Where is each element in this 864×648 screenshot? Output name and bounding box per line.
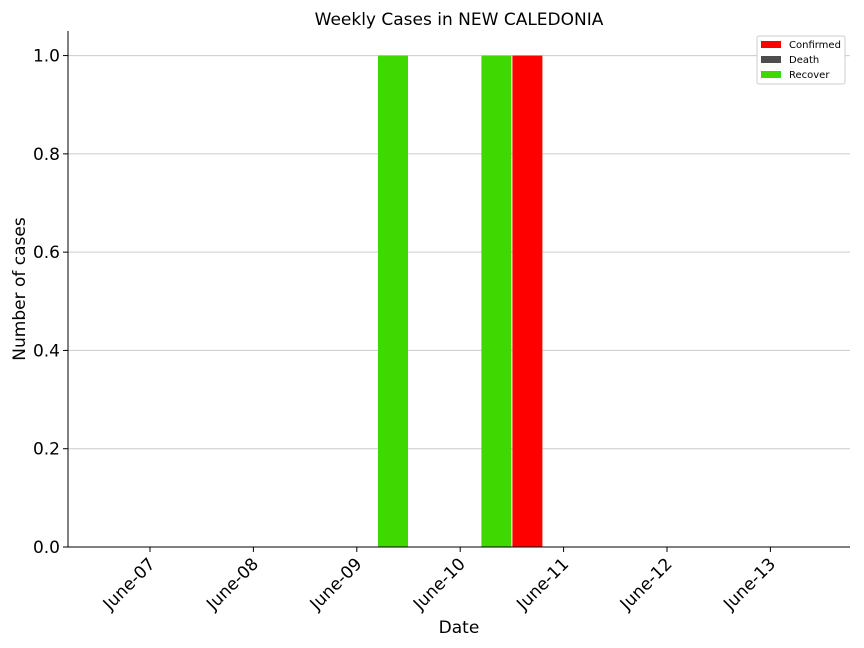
x-tick-label: June-07 <box>99 554 160 615</box>
x-tick-label: June-09 <box>306 554 367 615</box>
y-tick-label: 1.0 <box>33 47 60 67</box>
y-tick-label: 0.4 <box>33 341 60 361</box>
grid <box>68 55 850 450</box>
x-tick-label: June-08 <box>202 554 263 615</box>
x-tick-label: June-10 <box>409 554 470 615</box>
y-axis-label: Number of cases <box>10 217 30 361</box>
y-tick-label: 0.8 <box>33 145 60 165</box>
x-tick-label: June-12 <box>616 554 677 615</box>
legend-label-confirmed: Confirmed <box>789 40 841 51</box>
y-tick-label: 0.2 <box>33 440 60 460</box>
legend-swatch-recover <box>761 71 781 78</box>
y-tick-label: 0.0 <box>33 538 60 558</box>
y-tick-label: 0.6 <box>33 243 60 263</box>
bars <box>377 55 543 547</box>
legend-swatch-death <box>761 56 781 63</box>
y-ticks: 0.0 0.2 0.4 0.6 0.8 1.0 <box>33 47 68 558</box>
x-tick-label: June-11 <box>512 554 573 615</box>
x-axis-label: Date <box>439 618 480 638</box>
bar-recover-june-09 <box>377 55 408 547</box>
legend-label-death: Death <box>789 55 819 66</box>
legend: Confirmed Death Recover <box>756 35 846 85</box>
legend-swatch-confirmed <box>761 41 781 48</box>
x-ticks: June-07 June-08 June-09 June-10 June-11 June-… <box>99 547 780 615</box>
bar-recover-june-10 <box>481 55 512 547</box>
bar-confirmed-june-11 <box>512 55 543 547</box>
chart-title: Weekly Cases in NEW CALEDONIA <box>315 10 604 30</box>
x-tick-label: June-13 <box>719 554 780 615</box>
legend-label-recover: Recover <box>789 70 830 81</box>
